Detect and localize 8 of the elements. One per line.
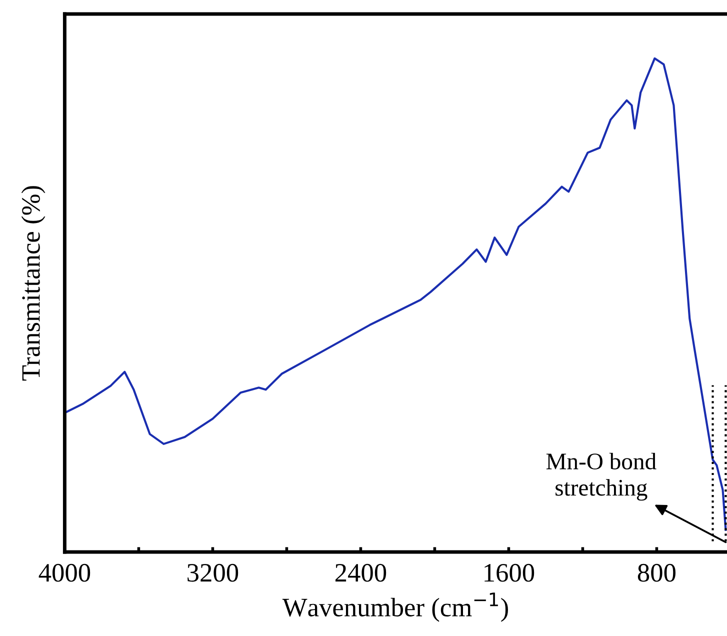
x-tick-label: 3200: [188, 564, 238, 582]
y-axis-title: Transmittance (%): [21, 186, 46, 381]
x-tick-label: 2400: [335, 564, 386, 582]
x-tick-label: 1600: [484, 564, 534, 582]
x-axis-title: Wavenumber (cm$^{−1}$): [282, 592, 508, 622]
x-tick-label: 800: [638, 564, 676, 582]
annotation: Mn-O bond stretching: [546, 452, 656, 501]
x-tick-label: 4000: [38, 564, 90, 582]
